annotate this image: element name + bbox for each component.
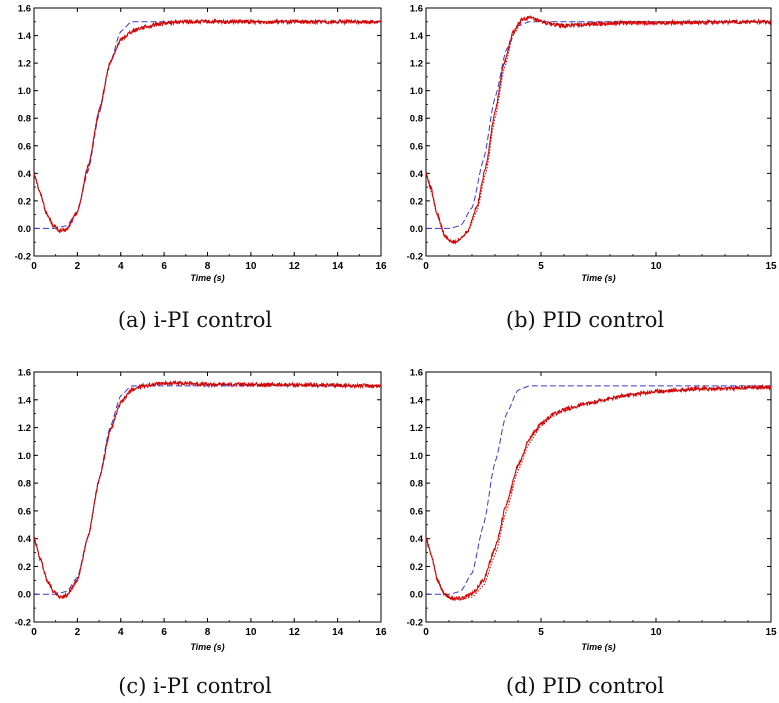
y-tick-label: -0.2 [15,618,31,629]
x-axis-label: Time (s) [190,273,224,283]
x-tick-label: 4 [118,261,124,272]
series-model-line [33,382,381,598]
y-tick-label: 1.2 [18,423,31,434]
series-model-line [425,386,771,601]
x-tick-label: 10 [245,627,257,638]
x-tick-label: 6 [161,627,167,638]
chart-panel-b: -0.2 0.0 0.2 0.4 0.6 0.8 1.0 1.2 1.4 1.6 0 5 10 15 Tim… [390,0,779,292]
x-tick-label: 8 [205,627,211,638]
series-measured-line [425,15,772,245]
y-tick-label: 0.0 [410,224,423,235]
y-tick-label: 0.6 [410,506,423,517]
x-tick-label: 2 [75,627,81,638]
x-tick-label: 2 [75,261,81,272]
y-tick-label: -0.2 [15,252,31,263]
x-tick-label: 0 [423,261,429,272]
caption-b: (b) PID control [505,308,665,332]
x-tick-label: 10 [650,627,662,638]
y-tick-label: 0.2 [18,196,31,207]
y-tick-label: 1.4 [18,31,32,42]
y-tick-label: 0.8 [410,479,423,490]
series-model-line [33,21,381,232]
chart-b: -0.2 0.0 0.2 0.4 0.6 0.8 1.0 1.2 1.4 1.6 0 5 10 15 Tim… [407,4,777,284]
x-tick-label: 14 [332,261,344,272]
series-reference-line [426,21,771,229]
y-tick-label: 0.4 [410,534,424,545]
x-tick-label: 8 [205,261,211,272]
chart-panel-c: -0.2 0.0 0.2 0.4 0.6 0.8 1.0 1.2 1.4 1.6 0 2 4 6 8 10 12… [0,362,389,657]
y-tick-label: 1.6 [410,368,423,379]
x-tick-label: 0 [31,261,37,272]
y-tick-label: 1.2 [18,59,31,70]
y-tick-label: 0.8 [18,114,31,125]
x-tick-label: 15 [765,261,777,272]
y-tick-label: 1.4 [410,31,424,42]
y-tick-label: 1.0 [18,86,31,97]
y-tick-label: 0.4 [410,169,424,180]
caption-a: (a) i-PI control [117,308,273,332]
chart-c: -0.2 0.0 0.2 0.4 0.6 0.8 1.0 1.2 1.4 1.6 0 2 4 6 8 10 12… [15,368,387,653]
plot-frame [33,7,382,257]
y-tick-label: 0.6 [18,506,31,517]
y-tick-label: 1.0 [18,451,31,462]
y-tick-label: 0.8 [18,479,31,490]
y-tick-label: 0.4 [18,534,32,545]
y-tick-label: 1.2 [410,59,423,70]
plot-frame [33,371,382,623]
chart-d: -0.2 0.0 0.2 0.4 0.6 0.8 1.0 1.2 1.4 1.6 0 5 10 15 Tim… [407,368,777,653]
chart-panel-d: -0.2 0.0 0.2 0.4 0.6 0.8 1.0 1.2 1.4 1.6 0 5 10 15 Tim… [390,362,779,657]
x-axis-label: Time (s) [581,273,615,283]
x-tick-label: 5 [538,627,544,638]
x-tick-label: 12 [289,261,301,272]
x-axis-label: Time (s) [190,642,224,652]
y-tick-label: 1.0 [410,86,423,97]
x-tick-label: 6 [161,261,167,272]
y-tick-label: 1.0 [410,451,423,462]
y-tick-label: -0.2 [407,252,423,263]
x-tick-label: 0 [423,627,429,638]
y-tick-label: 1.2 [410,423,423,434]
series-measured-line [33,379,382,600]
y-tick-label: 1.6 [18,368,31,379]
series-measured-line [425,383,772,602]
x-axis-label: Time (s) [581,642,615,652]
x-tick-label: 12 [289,627,301,638]
y-tick-label: 0.2 [410,562,423,573]
x-tick-label: 5 [538,261,544,272]
chart-panel-a: -0.2 0.0 0.2 0.4 0.6 0.8 1.0 1.2 1.4 1.6 0 2 4 6 8 10 12… [0,0,389,292]
y-tick-label: -0.2 [407,618,423,629]
y-tick-label: 0.0 [18,590,31,601]
series-reference-line [426,385,771,595]
x-tick-label: 14 [332,627,344,638]
x-tick-label: 10 [245,261,257,272]
x-tick-label: 15 [765,627,777,638]
plot-frame [425,371,772,623]
series-reference-line [34,385,381,595]
y-tick-label: 1.6 [410,4,423,15]
y-tick-label: 0.6 [410,141,423,152]
series-measured-line [33,17,382,233]
y-tick-label: 1.4 [18,395,32,406]
series-model-line [425,17,771,243]
y-tick-label: 0.8 [410,114,423,125]
caption-c: (c) i-PI control [118,674,272,698]
x-tick-label: 0 [31,627,37,638]
y-tick-label: 0.2 [18,562,31,573]
y-tick-label: 0.2 [410,196,423,207]
plot-frame [425,7,772,257]
x-tick-label: 16 [375,261,387,272]
y-tick-label: 1.6 [18,4,31,15]
series-reference-line [34,21,381,229]
y-tick-label: 1.4 [410,395,424,406]
chart-a: -0.2 0.0 0.2 0.4 0.6 0.8 1.0 1.2 1.4 1.6 0 2 4 6 8 10 12… [15,4,387,284]
y-tick-label: 0.0 [18,224,31,235]
caption-d: (d) PID control [505,674,665,698]
y-tick-label: 0.6 [18,141,31,152]
x-tick-label: 4 [118,627,124,638]
y-tick-label: 0.4 [18,169,32,180]
x-tick-label: 10 [650,261,662,272]
y-tick-label: 0.0 [410,590,423,601]
x-tick-label: 16 [375,627,387,638]
